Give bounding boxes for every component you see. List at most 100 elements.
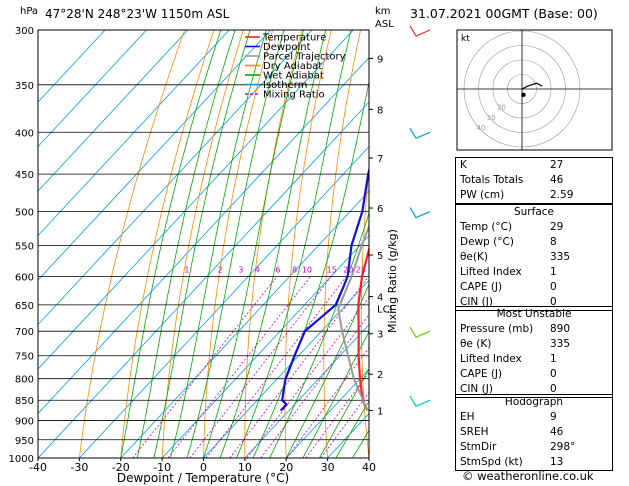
pressure-unit-label: hPa [20, 6, 38, 17]
isotherm-line [203, 279, 369, 458]
hodograph-stat-value: 298° [550, 441, 576, 453]
hodograph-frame [456, 29, 613, 151]
mixing-ratio-line [189, 276, 332, 458]
isotherm-line [38, 30, 106, 103]
x-axis-label: Dewpoint / Temperature (°C) [117, 471, 289, 485]
wind-barbs [409, 25, 431, 407]
wind-barb [409, 207, 431, 219]
wet-adiabat-line [120, 30, 222, 458]
surface-row: Temp (°C) 29 [456, 220, 612, 235]
wind-barb-stroke [409, 395, 431, 407]
pressure-tick-label: 800 [15, 375, 34, 386]
pressure-tick-label: 700 [15, 327, 34, 338]
dry-adiabat-line [398, 30, 420, 458]
surface-label: Dewp (°C) [460, 236, 514, 248]
hodograph-stat-label: SREH [460, 426, 489, 438]
indices-table: K 27 Totals Totals 46 PW (cm) 2.59 [455, 157, 613, 204]
pressure-tick-label: 950 [15, 436, 34, 447]
mixing-ratio-label: 1 [184, 265, 189, 274]
index-value: 46 [550, 174, 564, 186]
surface-value: 0 [550, 296, 557, 308]
isotherm-line [161, 234, 369, 458]
isotherm-line [38, 101, 369, 458]
most-unstable-row: Pressure (mb) 890 [456, 322, 612, 337]
pressure-tick-label: 850 [15, 396, 34, 407]
most-unstable-row: CAPE (J) 0 [456, 367, 612, 382]
most-unstable-row: CIN (J) 0 [456, 382, 612, 397]
legend-label: Parcel Trajectory [263, 52, 346, 63]
storm-motion-marker [521, 92, 526, 98]
x-tick-label: -40 [29, 461, 47, 474]
hodograph-stat-value: 13 [550, 456, 564, 468]
index-row: Totals Totals 46 [456, 173, 612, 188]
series-line-temperature [357, 245, 369, 411]
dry-adiabat-line [625, 30, 629, 458]
surface-value: 1 [550, 266, 557, 278]
wet-adiabat-line [302, 330, 369, 458]
hodograph-table-title: Hodograph [504, 396, 564, 408]
index-label: Totals Totals [460, 174, 524, 186]
surface-title: Surface [513, 206, 554, 218]
pressure-tick-label: 350 [15, 81, 34, 92]
hodograph-stat-row: StmSpd (kt) 13 [456, 455, 612, 470]
datestamp: 31.07.2021 00GMT (Base: 00) [410, 6, 598, 21]
most-unstable-label: θe (K) [460, 338, 492, 350]
km-unit-label: km [375, 6, 391, 17]
most-unstable-label: Pressure (mb) [460, 323, 534, 335]
series-line-parcel-trajectory [337, 223, 369, 411]
mixing-ratio-label: 15 [327, 265, 337, 274]
hodograph-stat-row: EH 9 [456, 410, 612, 425]
km-asl-label: ASL [375, 19, 394, 30]
mixing-ratio-axis-label: Mixing Ratio (g/kg) [386, 229, 399, 333]
wind-barb [409, 25, 431, 37]
wind-barb-stroke [409, 127, 431, 140]
index-value: 2.59 [550, 189, 574, 201]
km-tick-label: 4 [377, 293, 383, 304]
surface-table: Surface Temp (°C) 29 Dewp (°C) 8 θe(K) 335 Lif… [455, 204, 613, 311]
x-tick-label: 10 [238, 461, 252, 474]
legend-label: Temperature [262, 33, 326, 44]
axes: 3003504004505005506006507007508008509009… [9, 26, 396, 474]
wet-adiabat-line [335, 400, 369, 458]
km-tick-label: 6 [377, 204, 383, 215]
km-tick-label: 1 [377, 407, 383, 418]
pressure-tick-label: 300 [15, 26, 34, 37]
most-unstable-value: 890 [550, 323, 571, 335]
hodograph-unit-label: kt [461, 34, 470, 44]
hodograph-stat-row: SREH 46 [456, 425, 612, 440]
most-unstable-label: CAPE (J) [460, 368, 503, 380]
mixing-ratio-line [246, 296, 369, 458]
hodograph-stat-row: StmDir 298° [456, 440, 612, 455]
mixing-ratio-label: 4 [255, 265, 260, 274]
pressure-tick-label: 650 [15, 301, 34, 312]
mixing-ratio-label: 6 [275, 265, 280, 274]
index-row: PW (cm) 2.59 [456, 188, 612, 203]
most-unstable-label: CIN (J) [460, 383, 493, 395]
hodograph-stat-label: EH [460, 411, 475, 423]
pressure-tick-label: 900 [15, 417, 34, 428]
mixing-ratio-line [305, 371, 369, 458]
most-unstable-row: Lifted Index 1 [456, 352, 612, 367]
most-unstable-value: 335 [550, 338, 571, 350]
wind-barb-stroke [409, 25, 431, 37]
km-tick-label: 8 [377, 105, 383, 116]
index-label: K [460, 159, 467, 171]
surface-value: 335 [550, 251, 571, 263]
surface-row: CIN (J) 0 [456, 295, 612, 310]
surface-row: Lifted Index 1 [456, 265, 612, 280]
surface-label: Temp (°C) [460, 221, 513, 233]
pressure-tick-label: 550 [15, 241, 34, 252]
location-label: 47°28'N 248°23'W 1150m ASL [45, 7, 230, 21]
x-tick-label: -30 [70, 461, 88, 474]
legend-label: Wet Adiabat [263, 71, 324, 82]
hodograph-stat-value: 46 [550, 426, 564, 438]
pressure-tick-label: 600 [15, 272, 34, 283]
isotherm-line [285, 368, 369, 458]
lcl-label: LCL [377, 305, 396, 316]
km-tick-label: 3 [377, 330, 383, 341]
pressure-tick-label: 1000 [9, 454, 34, 465]
hodograph-stat-value: 9 [550, 411, 557, 423]
hodograph-stat-label: StmDir [460, 441, 497, 453]
isotherm-line [38, 30, 189, 192]
